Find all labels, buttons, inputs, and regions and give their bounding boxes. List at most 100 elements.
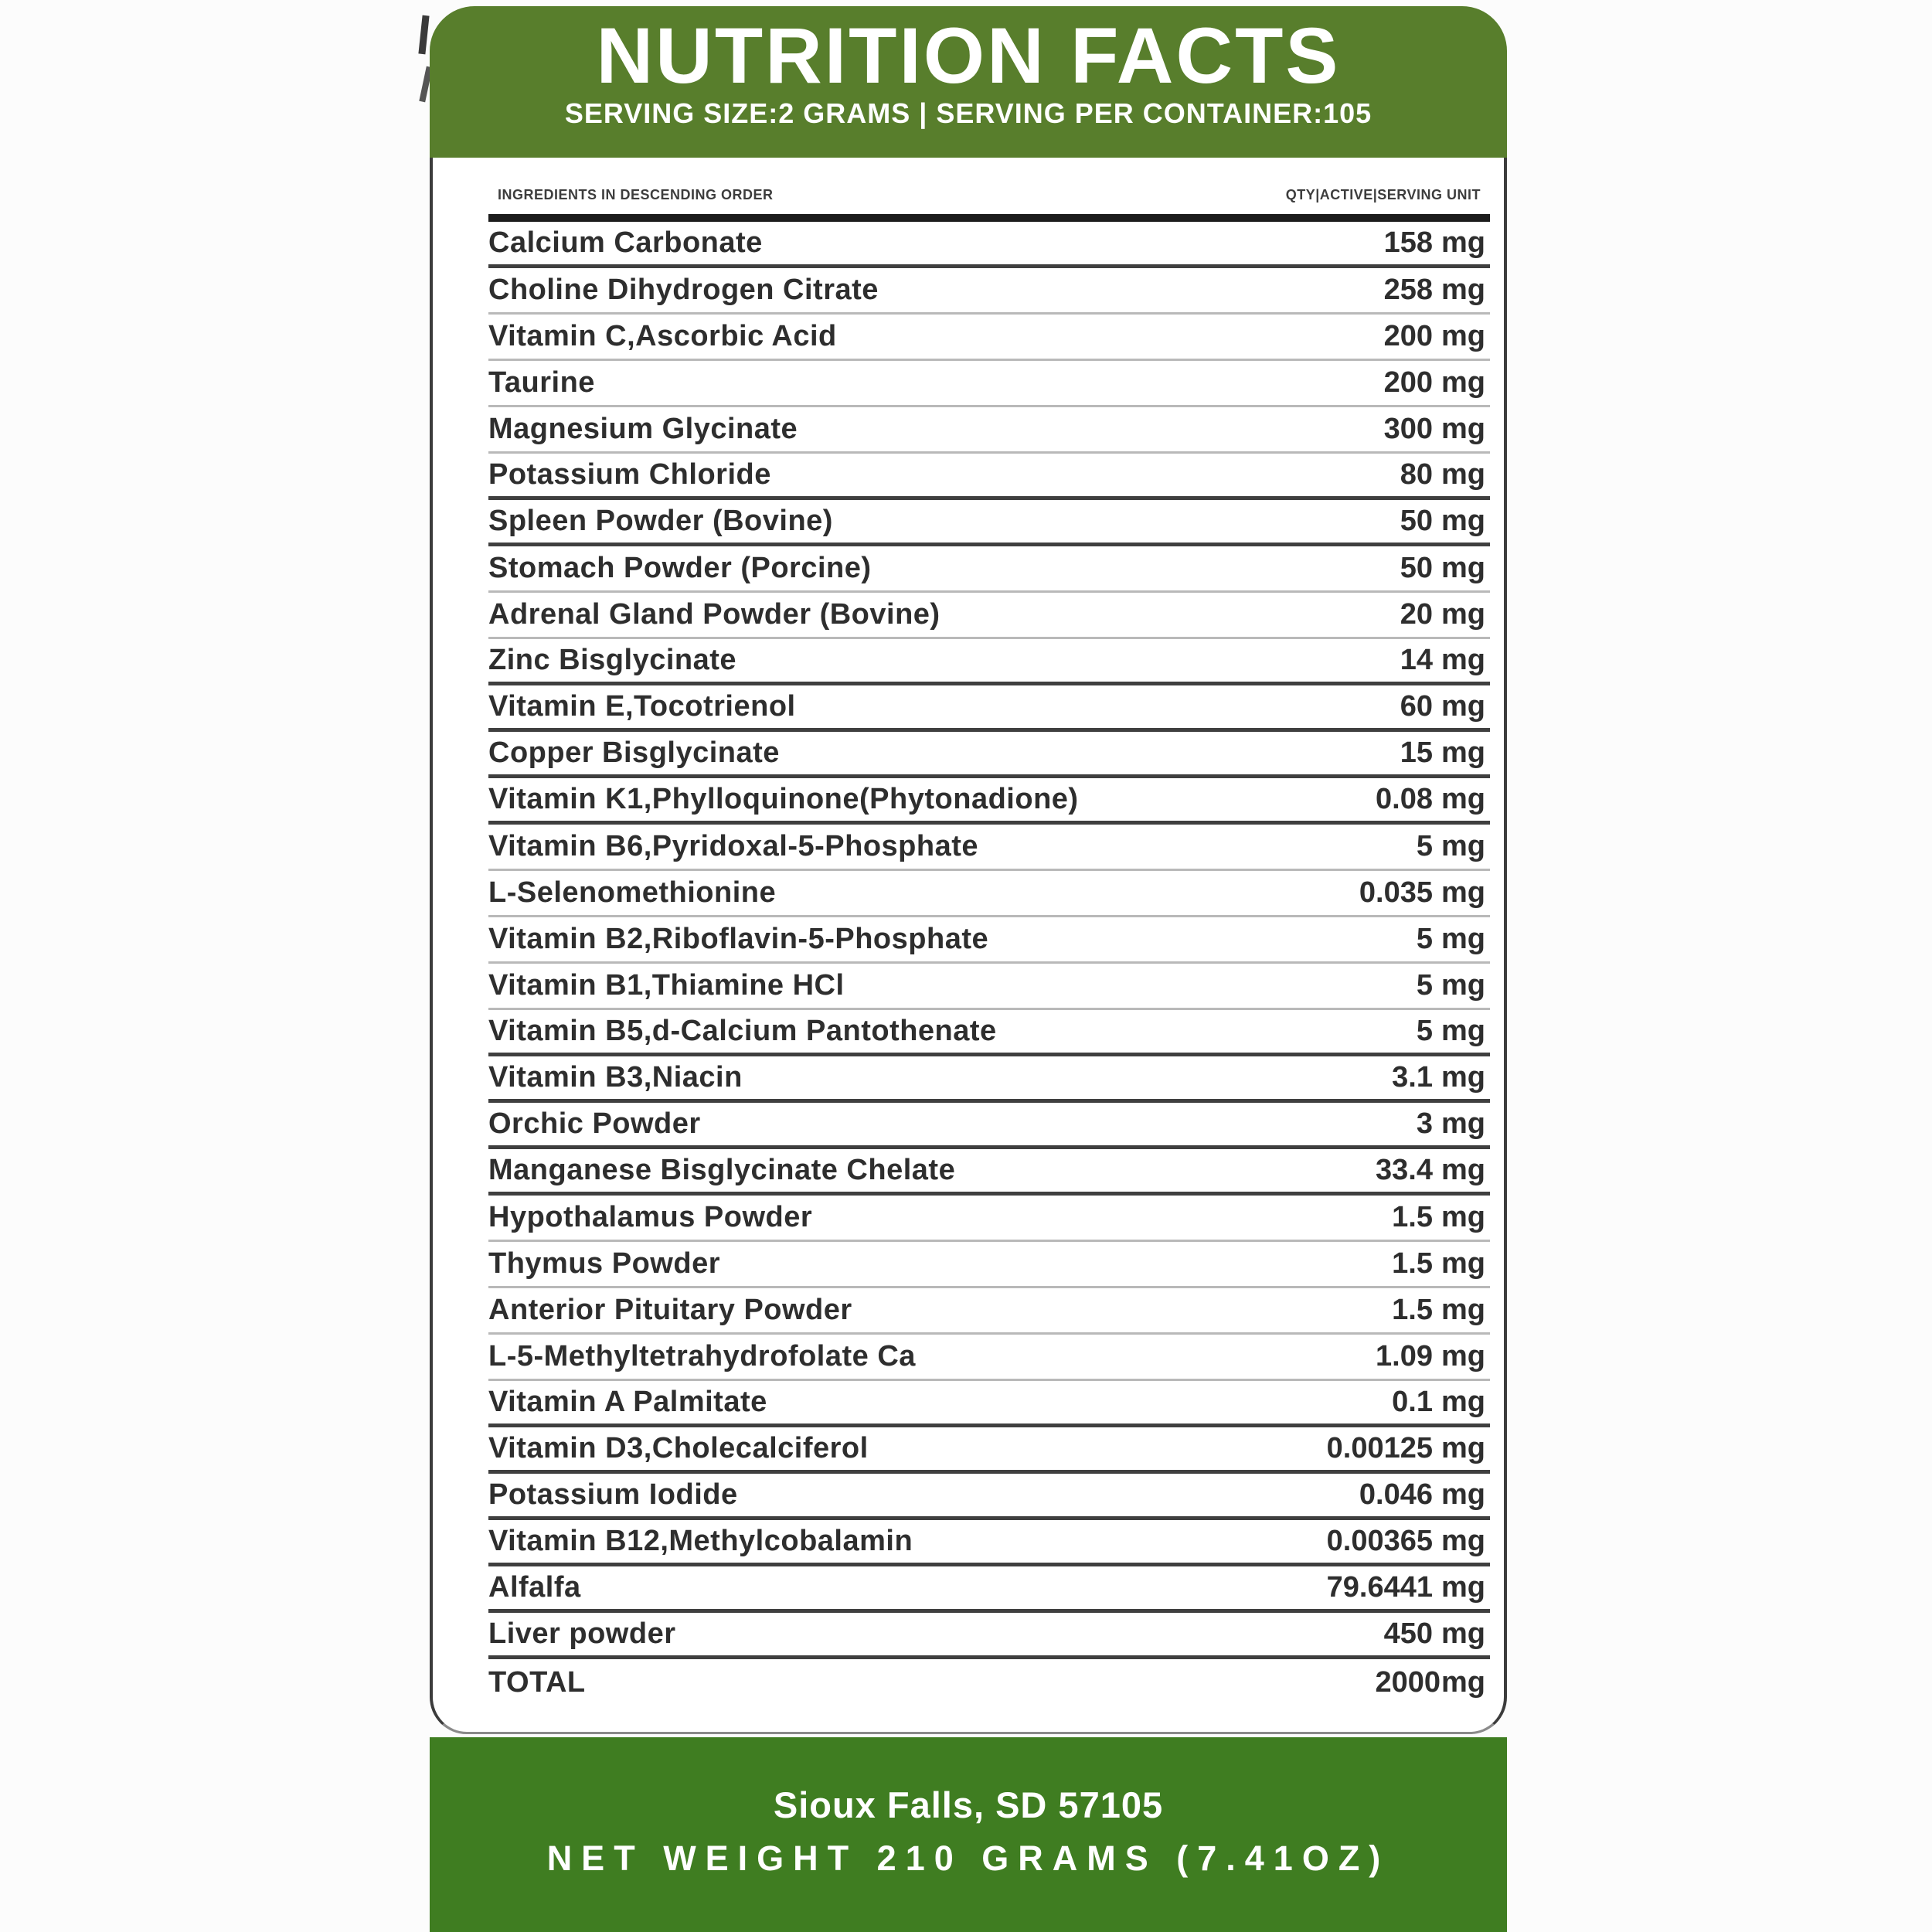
table-row: Spleen Powder (Bovine) 50 mg [488,500,1490,546]
ingredient-unit: mg [1441,458,1485,491]
table-row: Choline Dihydrogen Citrate 258 mg [488,268,1490,315]
ingredient-name: Calcium Carbonate [488,226,763,259]
ingredient-amount: 0.1 mg [1392,1386,1485,1419]
ingredient-amount: 5 mg [1417,1015,1485,1048]
label-header: NUTRITION FACTS SERVING SIZE:2 GRAMS | S… [430,6,1507,158]
ingredient-qty: 0.00365 [1326,1525,1433,1557]
ingredient-amount: 33.4 mg [1376,1154,1485,1187]
ingredient-amount: 1.09 mg [1376,1340,1485,1373]
ingredient-rows: Calcium Carbonate 158 mg Choline Dihydro… [488,222,1490,1706]
ingredient-name: L-Selenomethionine [488,876,777,909]
ingredient-name: Copper Bisglycinate [488,736,780,769]
ingredient-name: Vitamin B2,Riboflavin-5-Phosphate [488,923,989,955]
ingredient-name: L-5-Methyltetrahydrofolate Ca [488,1340,916,1372]
ingredient-amount: 0.035 mg [1359,876,1485,910]
ingredient-unit: mg [1441,783,1485,815]
ingredient-amount: 0.046 mg [1359,1478,1485,1512]
ingredient-qty: 50 [1400,505,1433,537]
ingredient-name: Vitamin A Palmitate [488,1386,767,1418]
ingredient-qty: 1.09 [1376,1340,1433,1372]
ingredient-name: Vitamin B3,Niacin [488,1061,743,1094]
label-footer: Sioux Falls, SD 57105 NET WEIGHT 210 GRA… [430,1737,1507,1932]
ingredient-unit: mg [1441,598,1485,631]
ingredient-amount: 200 mg [1384,320,1485,353]
ingredient-amount: 258 mg [1384,274,1485,307]
ingredient-name: Zinc Bisglycinate [488,644,737,676]
ingredient-amount: 80 mg [1400,458,1485,492]
ingredient-unit: mg [1441,876,1485,909]
ingredient-qty: 2000 [1375,1665,1440,1699]
ingredient-unit: mg [1441,1154,1485,1186]
ingredient-unit: mg [1441,226,1485,259]
table-row: Vitamin B12,Methylcobalamin 0.00365 mg [488,1520,1490,1566]
ingredient-amount: 79.6441 mg [1327,1571,1485,1604]
table-row: Vitamin B3,Niacin 3.1 mg [488,1056,1490,1103]
ingredient-qty: 1.5 [1392,1201,1433,1233]
ingredient-unit: mg [1441,1015,1485,1047]
ingredient-name: Potassium Chloride [488,458,771,491]
ingredient-amount: 200 mg [1384,366,1485,400]
ingredient-name: Thymus Powder [488,1247,720,1280]
ingredient-qty: 5 [1416,830,1433,862]
ingredient-unit: mg [1441,274,1485,306]
table-row: Vitamin K1,Phylloquinone(Phytonadione) 0… [488,778,1490,825]
ingredient-amount: 1.5 mg [1392,1247,1485,1281]
supplement-facts-label: NUTRITION FACTS SERVING SIZE:2 GRAMS | S… [430,6,1507,1734]
table-row: Thymus Powder 1.5 mg [488,1242,1490,1288]
ingredient-unit: mg [1441,969,1485,1002]
table-row: Adrenal Gland Powder (Bovine) 20 mg [488,593,1490,639]
ingredient-name: Vitamin D3,Cholecalciferol [488,1432,869,1464]
ingredient-name: Vitamin B1,Thiamine HCl [488,969,845,1002]
ingredient-name: Anterior Pituitary Powder [488,1294,852,1326]
ingredient-name: Vitamin B5,d-Calcium Pantothenate [488,1015,997,1047]
column-headers: INGREDIENTS IN DESCENDING ORDER QTY|ACTI… [433,158,1504,203]
ingredient-unit: mg [1441,1478,1485,1511]
ingredient-name: Vitamin K1,Phylloquinone(Phytonadione) [488,783,1079,815]
ingredient-qty: 200 [1383,320,1433,352]
ingredient-qty: 20 [1400,598,1433,631]
ingredient-qty: 15 [1400,736,1433,769]
ingredient-qty: 0.1 [1392,1386,1433,1418]
ingredient-qty: 1.5 [1392,1294,1433,1326]
ingredient-amount: 50 mg [1400,505,1485,538]
ingredient-name: Vitamin B6,Pyridoxal-5-Phosphate [488,830,979,862]
table-row: L-5-Methyltetrahydrofolate Ca 1.09 mg [488,1335,1490,1381]
ingredient-qty: 5 [1416,1015,1433,1047]
ingredient-amount: 15 mg [1400,736,1485,770]
ingredient-name: Alfalfa [488,1571,581,1604]
ingredient-amount: 14 mg [1400,644,1485,677]
table-row: Potassium Chloride 80 mg [488,454,1490,500]
ingredient-name: Taurine [488,366,595,399]
ingredient-amount: 300 mg [1384,413,1485,446]
table-row: Magnesium Glycinate 300 mg [488,407,1490,454]
ingredient-qty: 5 [1416,969,1433,1002]
ingredient-qty: 450 [1383,1617,1433,1650]
ingredient-name: Potassium Iodide [488,1478,738,1511]
table-row: Vitamin B5,d-Calcium Pantothenate 5 mg [488,1010,1490,1056]
table-row: Liver powder 450 mg [488,1613,1490,1659]
ingredient-unit: mg [1441,505,1485,537]
table-row: L-Selenomethionine 0.035 mg [488,871,1490,917]
ingredient-amount: 20 mg [1400,598,1485,631]
ingredient-unit: mg [1441,1247,1485,1280]
table-row: Vitamin B6,Pyridoxal-5-Phosphate 5 mg [488,825,1490,871]
net-weight: NET WEIGHT 210 GRAMS (7.41OZ) [546,1838,1390,1878]
ingredient-unit: mg [1441,830,1485,862]
ingredient-unit: mg [1441,690,1485,723]
serving-info: SERVING SIZE:2 GRAMS | SERVING PER CONTA… [564,97,1372,130]
ingredient-amount: 0.00365 mg [1327,1525,1485,1558]
ingredient-unit: mg [1441,1571,1485,1604]
manufacturer-address: Sioux Falls, SD 57105 [773,1784,1164,1825]
ingredient-amount: 60 mg [1400,690,1485,723]
ingredient-name: Vitamin E,Tocotrienol [488,690,796,723]
ingredient-amount: 1.5 mg [1392,1294,1485,1327]
table-row: Taurine 200 mg [488,361,1490,407]
ingredient-qty: 0.035 [1359,876,1433,909]
ingredient-unit: mg [1441,366,1485,399]
ingredient-qty: 80 [1400,458,1433,491]
ingredient-unit: mg [1441,413,1485,445]
ingredient-name: Vitamin B12,Methylcobalamin [488,1525,913,1557]
ingredient-amount: 5 mg [1417,923,1485,956]
ingredient-unit: mg [1441,1201,1485,1233]
